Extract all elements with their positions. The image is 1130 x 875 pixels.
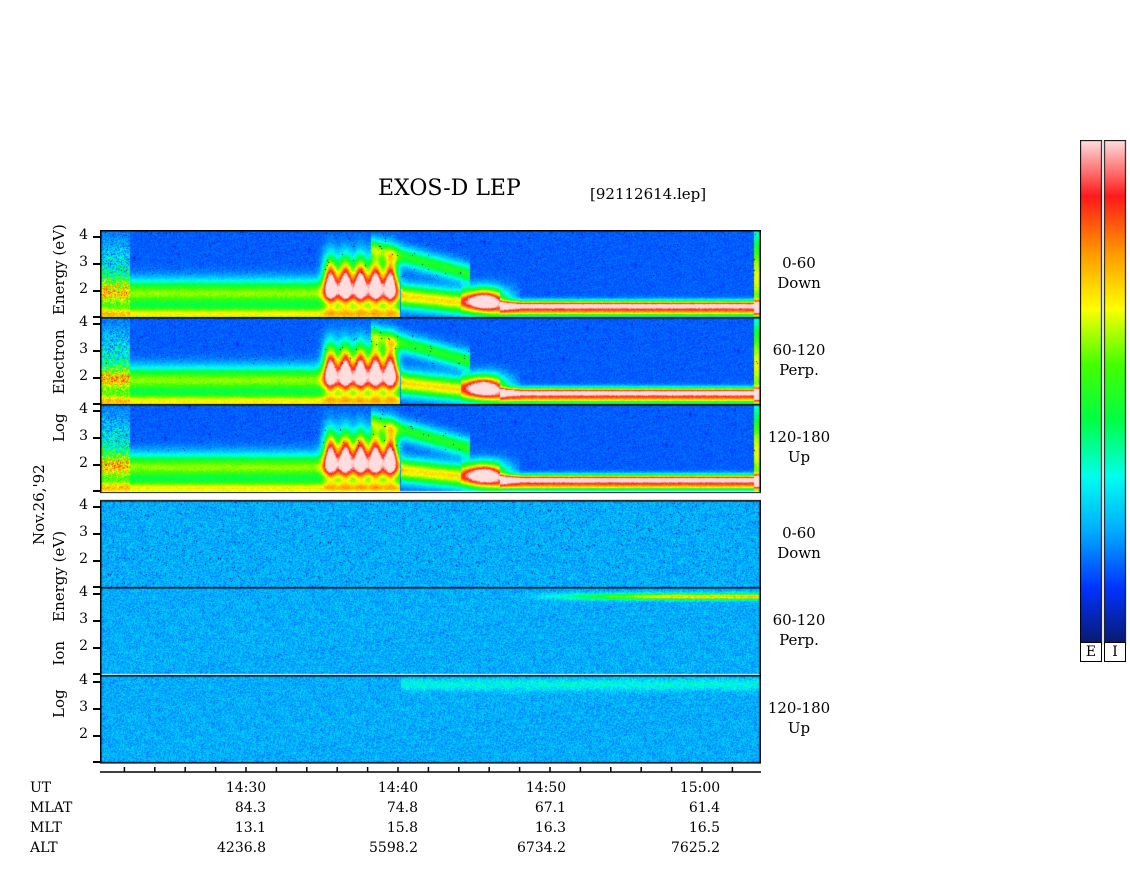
y-tick: [93, 620, 100, 622]
file-tag: [92112614.lep]: [590, 185, 707, 203]
y-tick-label: 2: [79, 638, 88, 655]
table-row-label: ALT: [30, 840, 58, 856]
y-tick-label: 2: [79, 281, 88, 298]
table-cell: 5598.2: [369, 840, 418, 856]
channel-direction: Up: [787, 448, 811, 466]
y-tick: [93, 323, 100, 325]
table-cell: 67.1: [534, 800, 566, 816]
y-tick: [93, 464, 100, 466]
table-cell: 74.8: [386, 800, 418, 816]
x-tick-label: 14:40: [377, 780, 419, 796]
channel-label: 0-60 Down: [764, 253, 834, 293]
time-axis: [100, 767, 761, 773]
y-tick: [93, 290, 100, 292]
table-cell: 6734.2: [517, 840, 566, 856]
x-tick-label: 14:30: [225, 780, 267, 796]
channel-angle: 60-120: [772, 341, 826, 359]
y-tick-label: 4: [79, 584, 88, 601]
table-cell: 7625.2: [671, 840, 720, 856]
channel-label: 60-120 Perp.: [764, 610, 834, 650]
channel-angle: 60-120: [772, 611, 826, 629]
x-tick-label: 14:50: [525, 780, 567, 796]
y-tick-label: 4: [79, 401, 88, 418]
channel-angle: 120-180: [767, 699, 831, 717]
table-cell: 15.8: [386, 820, 418, 836]
channel-angle: 0-60: [782, 524, 816, 542]
channel-label: 0-60 Down: [764, 523, 834, 563]
y-tick-label: 3: [79, 254, 88, 271]
y-tick: [93, 560, 100, 562]
y-tick: [93, 735, 100, 737]
y-tick-label: 2: [79, 455, 88, 472]
table-cell: 16.3: [534, 820, 566, 836]
y-tick: [93, 586, 100, 588]
y-tick: [93, 403, 100, 405]
table-row-label: MLT: [30, 820, 62, 836]
y-tick-label: 3: [79, 699, 88, 716]
y-tick: [93, 506, 100, 508]
date-label: Nov.26,'92: [30, 464, 48, 545]
y-tick: [93, 437, 100, 439]
y-tick: [93, 681, 100, 683]
table-row-label: MLAT: [30, 800, 73, 816]
colorbars: [1080, 140, 1130, 645]
y-tick: [93, 490, 100, 492]
y-tick-label: 4: [79, 314, 88, 331]
channel-direction: Down: [777, 544, 821, 562]
channel-label: 60-120 Perp.: [764, 340, 834, 380]
table-cell: 13.1: [234, 820, 266, 836]
channel-label: 120-180 Up: [764, 427, 834, 467]
channel-label: 120-180 Up: [764, 698, 834, 738]
y-tick-label: 3: [79, 524, 88, 541]
spectrogram: [100, 230, 761, 764]
y-tick: [93, 263, 100, 265]
table-cell: 16.5: [688, 820, 720, 836]
y-tick-label: 3: [79, 428, 88, 445]
y-tick: [93, 533, 100, 535]
colorbar-label-i: I: [1104, 642, 1126, 662]
y-tick: [93, 593, 100, 595]
chart-title: EXOS-D LEP: [378, 176, 521, 201]
table-cell: 84.3: [234, 800, 266, 816]
channel-angle: 120-180: [767, 428, 831, 446]
y-tick-label: 3: [79, 341, 88, 358]
y-tick-label: 4: [79, 497, 88, 514]
y-tick-label: 4: [79, 227, 88, 244]
y-tick: [93, 708, 100, 710]
y-tick: [93, 236, 100, 238]
channel-direction: Down: [777, 274, 821, 292]
channel-direction: Perp.: [779, 361, 819, 379]
y-tick: [93, 761, 100, 763]
y-tick-label: 2: [79, 726, 88, 743]
table-row-label: UT: [30, 780, 52, 796]
y-tick: [93, 350, 100, 352]
y-tick: [93, 316, 100, 318]
y-tick-label: 2: [79, 368, 88, 385]
colorbar-label-e: E: [1080, 642, 1102, 662]
channel-angle: 0-60: [782, 254, 816, 272]
y-tick: [93, 647, 100, 649]
y-tick: [93, 410, 100, 412]
y-tick-label: 3: [79, 611, 88, 628]
channel-direction: Perp.: [779, 631, 819, 649]
y-tick: [93, 673, 100, 675]
y-tick-label: 2: [79, 551, 88, 568]
x-tick-label: 15:00: [679, 780, 721, 796]
table-cell: 4236.8: [217, 840, 266, 856]
channel-direction: Up: [787, 719, 811, 737]
y-tick-label: 4: [79, 672, 88, 689]
table-cell: 61.4: [688, 800, 720, 816]
y-tick: [93, 377, 100, 379]
